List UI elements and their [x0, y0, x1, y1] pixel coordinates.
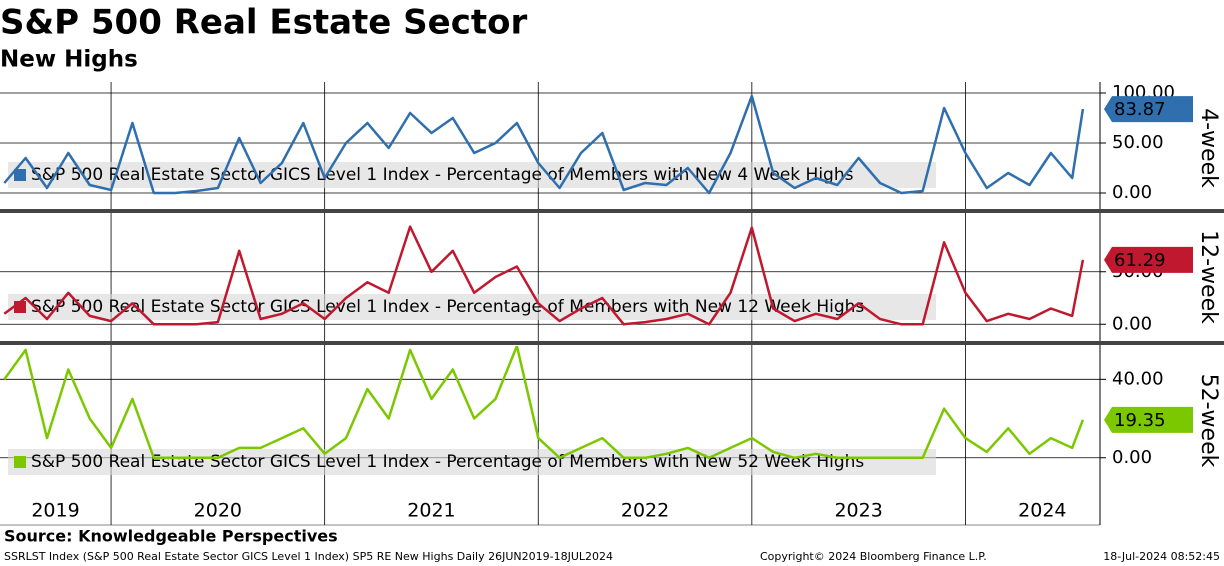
- last-value-tag: [1104, 96, 1193, 123]
- copyright: Copyright© 2024 Bloomberg Finance L.P.: [760, 550, 987, 563]
- last-value-label: 19.35: [1114, 410, 1166, 431]
- y-tick-label: 0.00: [1112, 313, 1152, 334]
- title: S&P 500 Real Estate Sector: [0, 3, 527, 43]
- x-tick-label: 2021: [407, 500, 455, 522]
- x-tick-label: 2023: [834, 500, 882, 522]
- y-tick-label: 50.00: [1112, 132, 1164, 153]
- y-tick-label: 40.00: [1112, 368, 1164, 389]
- legend-box: [8, 294, 936, 320]
- timestamp: 18-Jul-2024 08:52:45: [1103, 550, 1220, 563]
- legend-label: S&P 500 Real Estate Sector GICS Level 1 …: [31, 452, 864, 472]
- legend-swatch: [14, 456, 26, 468]
- legend-label: S&P 500 Real Estate Sector GICS Level 1 …: [31, 297, 864, 317]
- source: Source: Knowledgeable Perspectives: [4, 527, 338, 546]
- legend-label: S&P 500 Real Estate Sector GICS Level 1 …: [31, 165, 854, 185]
- y-tick-label: 0.00: [1112, 182, 1152, 203]
- legend-box: [8, 162, 936, 188]
- footer-description: SSRLST Index (S&P 500 Real Estate Sector…: [4, 550, 613, 563]
- last-value-tag: [1104, 406, 1193, 433]
- x-tick-label: 2024: [1018, 500, 1066, 522]
- panel-separator: [0, 341, 1224, 345]
- x-tick-label: 2022: [621, 500, 669, 522]
- last-value-label: 61.29: [1114, 250, 1166, 271]
- panel-separator: [0, 209, 1224, 213]
- subtitle: New Highs: [0, 47, 138, 73]
- legend-swatch: [14, 169, 26, 181]
- last-value-tag: [1104, 246, 1193, 273]
- y-tick-label: 0.00: [1112, 447, 1152, 468]
- last-value-label: 83.87: [1114, 99, 1166, 120]
- series-line: [3, 94, 1085, 195]
- panel-label: 52-week: [1196, 374, 1221, 468]
- series-line: [3, 225, 1085, 326]
- x-tick-label: 2019: [31, 500, 79, 522]
- panel-label: 12-week: [1196, 230, 1221, 324]
- x-tick-label: 2020: [194, 500, 242, 522]
- series-line: [3, 346, 1085, 460]
- panel-label: 4-week: [1196, 108, 1221, 188]
